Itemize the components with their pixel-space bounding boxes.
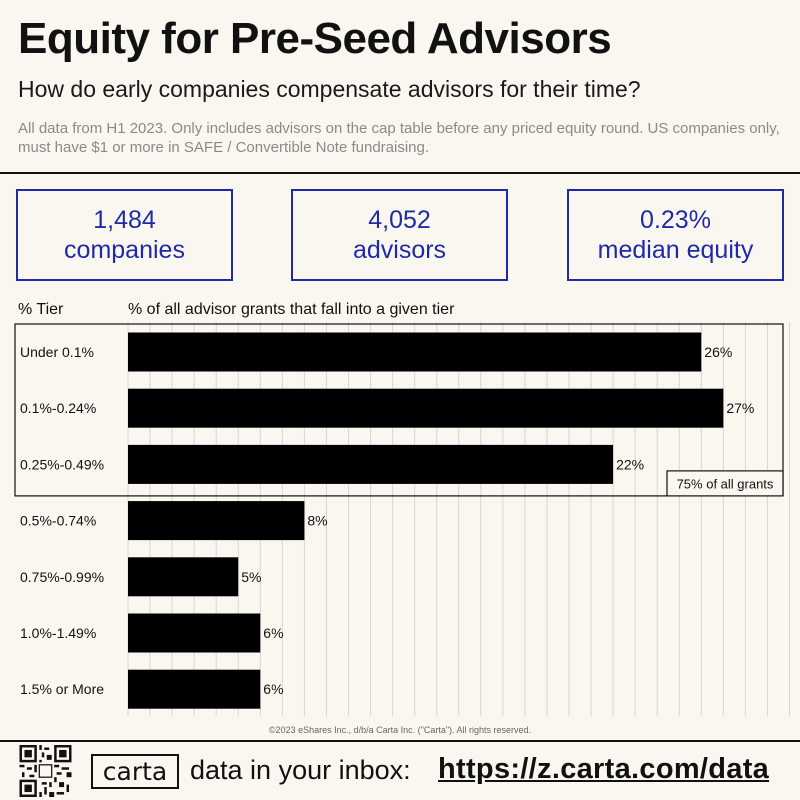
bar — [128, 332, 702, 372]
page-subtitle: How do early companies compensate adviso… — [18, 76, 641, 102]
stat-value: 1,484 — [93, 206, 156, 234]
highlight-label-box — [666, 470, 784, 497]
copyright-notice: ©2023 eShares Inc., d/b/a Carta Inc. ("C… — [268, 725, 532, 735]
data-note: All data from H1 2023. Only includes adv… — [18, 120, 780, 156]
bar — [128, 557, 239, 597]
stat-label: companies — [64, 236, 185, 264]
page-title: Equity for Pre-Seed Advisors — [18, 14, 612, 63]
bar — [128, 444, 614, 484]
stat-value: 4,052 — [368, 206, 431, 234]
value-label: 27% — [726, 400, 754, 416]
stat-card-median-equity: 0.23% median equity — [567, 189, 784, 281]
value-column-header: % of all advisor grants that fall into a… — [128, 301, 455, 318]
stat-card-advisors: 4,052 advisors — [291, 189, 508, 281]
value-label: 8% — [307, 513, 327, 529]
logo-text: carta — [102, 757, 168, 786]
carta-logo: carta — [91, 754, 179, 789]
footer: carta data in your inbox: https://z.cart… — [0, 742, 800, 800]
tier-label: 0.5%-0.74% — [20, 513, 96, 529]
bar — [128, 501, 305, 541]
newsletter-cta: data in your inbox: — [190, 755, 411, 785]
stat-value: 0.23% — [640, 206, 711, 234]
value-label: 22% — [616, 456, 644, 472]
tier-label: 0.1%-0.24% — [20, 400, 96, 416]
tier-label: Under 0.1% — [20, 344, 94, 360]
stat-label: advisors — [352, 236, 447, 264]
tier-label: 0.25%-0.49% — [20, 456, 104, 472]
tier-label: 0.75%-0.99% — [20, 569, 104, 585]
bar — [128, 388, 724, 428]
highlight-label: 75% of all grants — [677, 476, 774, 491]
bar — [128, 669, 261, 709]
value-label: 6% — [263, 681, 283, 697]
value-label: 6% — [263, 625, 283, 641]
top-divider — [0, 172, 800, 174]
bar — [128, 613, 261, 653]
value-label: 5% — [241, 569, 261, 585]
bar-chart: 75% of all grants Under 0.1% 26% 0.1%-0.24%… — [14, 322, 790, 716]
value-label: 26% — [704, 344, 732, 360]
highlight-box — [14, 323, 784, 497]
stat-card-companies: 1,484 companies — [16, 189, 233, 281]
qr-code-icon[interactable] — [18, 745, 73, 797]
tier-label: 1.0%-1.49% — [20, 625, 96, 641]
tier-column-header: % Tier — [18, 301, 64, 318]
newsletter-link[interactable]: https://z.carta.com/data — [438, 753, 770, 785]
stat-label: median equity — [597, 236, 754, 264]
footer-divider — [0, 740, 800, 742]
tier-label: 1.5% or More — [20, 681, 104, 697]
